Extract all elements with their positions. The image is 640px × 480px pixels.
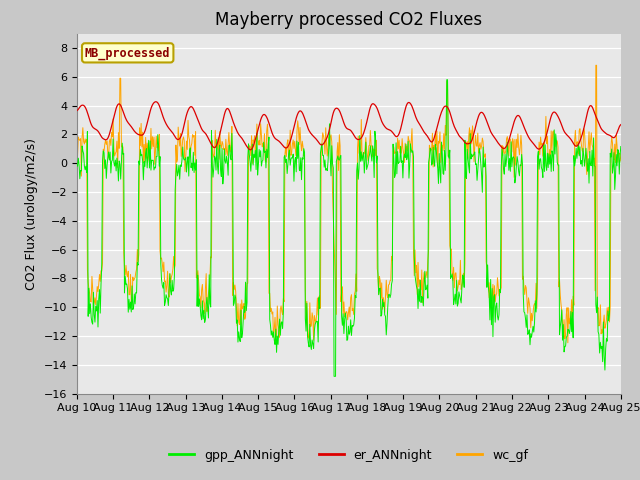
Legend: gpp_ANNnight, er_ANNnight, wc_gf: gpp_ANNnight, er_ANNnight, wc_gf: [164, 444, 533, 467]
Text: MB_processed: MB_processed: [85, 46, 170, 60]
Y-axis label: CO2 Flux (urology/m2/s): CO2 Flux (urology/m2/s): [25, 138, 38, 289]
Title: Mayberry processed CO2 Fluxes: Mayberry processed CO2 Fluxes: [215, 11, 483, 29]
